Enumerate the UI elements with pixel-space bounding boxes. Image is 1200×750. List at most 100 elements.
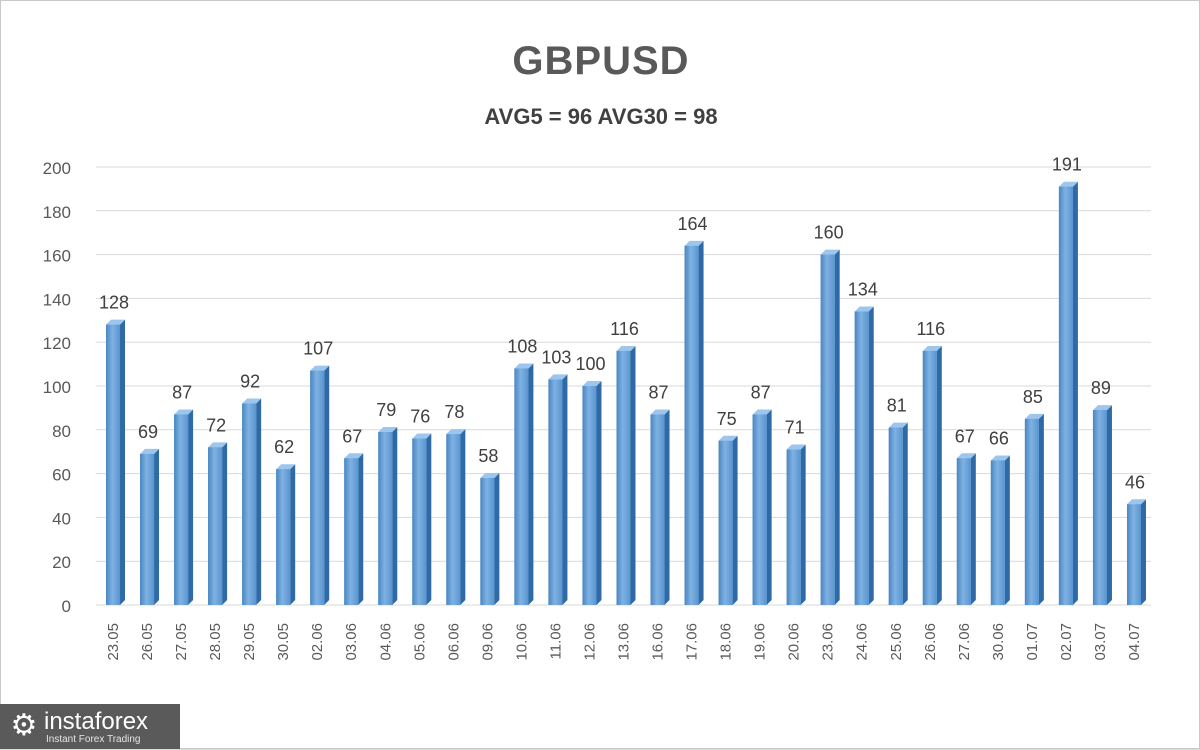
bar bbox=[242, 398, 262, 605]
bar bbox=[548, 374, 568, 605]
data-label: 71 bbox=[785, 418, 805, 438]
y-tick-label: 160 bbox=[43, 247, 71, 266]
x-tick-label: 13.06 bbox=[616, 623, 633, 661]
y-tick-label: 100 bbox=[43, 378, 71, 397]
x-tick-label: 19.06 bbox=[752, 623, 769, 661]
y-tick-label: 180 bbox=[43, 203, 71, 222]
bar bbox=[956, 453, 976, 605]
bar bbox=[106, 319, 126, 605]
data-label: 103 bbox=[541, 347, 571, 367]
data-label: 67 bbox=[955, 426, 975, 446]
data-label: 89 bbox=[1091, 378, 1111, 398]
x-tick-label: 04.06 bbox=[377, 623, 394, 661]
bar bbox=[140, 448, 160, 605]
x-tick-label: 28.05 bbox=[207, 623, 224, 661]
y-tick-label: 60 bbox=[52, 466, 71, 485]
x-tick-label: 30.06 bbox=[990, 623, 1007, 661]
bars bbox=[106, 181, 1146, 605]
bar bbox=[412, 433, 432, 605]
bar bbox=[922, 345, 942, 605]
bar bbox=[684, 240, 704, 605]
chart-subtitle: AVG5 = 96 AVG30 = 98 bbox=[484, 104, 718, 129]
x-tick-label: 03.06 bbox=[343, 623, 360, 661]
bar bbox=[208, 442, 228, 605]
data-label: 58 bbox=[478, 446, 498, 466]
bar bbox=[276, 464, 296, 605]
bar bbox=[310, 365, 330, 605]
x-tick-label: 02.06 bbox=[309, 623, 326, 661]
x-tick-label: 11.06 bbox=[547, 623, 564, 659]
data-label: 81 bbox=[887, 396, 907, 416]
x-tick-label: 24.06 bbox=[854, 623, 871, 661]
data-label: 107 bbox=[303, 339, 333, 359]
x-tick-label: 02.07 bbox=[1058, 623, 1075, 661]
gear-icon: ⚙ bbox=[10, 709, 38, 742]
bar bbox=[174, 409, 194, 605]
data-label: 87 bbox=[751, 382, 771, 402]
bar bbox=[446, 429, 466, 605]
data-label: 75 bbox=[717, 409, 737, 429]
x-tick-label: 27.06 bbox=[956, 623, 973, 661]
bar bbox=[616, 345, 636, 605]
bar bbox=[650, 409, 670, 605]
x-tick-label: 30.05 bbox=[275, 623, 292, 661]
instaforex-logo: ⚙ instaforex Instant Forex Trading bbox=[0, 704, 180, 749]
bar bbox=[1024, 413, 1044, 605]
x-tick-label: 16.06 bbox=[650, 623, 667, 661]
data-label: 128 bbox=[99, 293, 129, 313]
bar bbox=[990, 455, 1010, 605]
x-tick-label: 23.05 bbox=[105, 623, 122, 661]
bar bbox=[786, 444, 806, 605]
y-tick-label: 20 bbox=[52, 553, 71, 572]
x-tick-label: 17.06 bbox=[684, 623, 701, 661]
data-label: 87 bbox=[172, 382, 192, 402]
data-label: 87 bbox=[649, 382, 669, 402]
y-tick-label: 0 bbox=[62, 597, 71, 616]
bar bbox=[1058, 181, 1078, 605]
chart-title: GBPUSD bbox=[512, 39, 690, 83]
bar bbox=[514, 363, 534, 605]
x-tick-label: 23.06 bbox=[820, 623, 837, 661]
data-label: 116 bbox=[610, 319, 639, 339]
y-tick-label: 40 bbox=[52, 509, 71, 528]
bar bbox=[854, 306, 874, 605]
x-tick-label: 10.06 bbox=[513, 623, 530, 661]
x-tick-label: 06.06 bbox=[445, 623, 462, 661]
y-tick-label: 200 bbox=[43, 159, 71, 178]
x-tick-label: 18.06 bbox=[718, 623, 735, 661]
data-label: 134 bbox=[848, 280, 878, 300]
y-tick-label: 140 bbox=[43, 290, 71, 309]
data-label: 164 bbox=[678, 214, 708, 234]
bar bbox=[718, 435, 738, 605]
data-label: 191 bbox=[1052, 155, 1082, 175]
logo-name: instaforex bbox=[44, 708, 149, 735]
data-label: 62 bbox=[274, 437, 294, 457]
x-tick-label: 09.06 bbox=[479, 623, 496, 661]
x-tick-label: 29.05 bbox=[241, 623, 258, 661]
x-tick-label: 03.07 bbox=[1092, 623, 1109, 661]
x-tick-label: 05.06 bbox=[411, 623, 428, 661]
data-label: 67 bbox=[342, 426, 362, 446]
bar bbox=[344, 453, 364, 605]
bar bbox=[1126, 499, 1146, 605]
x-tick-label: 26.05 bbox=[139, 623, 156, 661]
data-label: 46 bbox=[1125, 472, 1145, 492]
data-label: 78 bbox=[444, 402, 464, 422]
x-tick-label: 25.06 bbox=[888, 623, 905, 661]
x-tick-label: 26.06 bbox=[922, 623, 939, 661]
data-label: 116 bbox=[916, 319, 945, 339]
bar bbox=[378, 426, 398, 605]
bar bbox=[820, 249, 840, 605]
y-tick-label: 80 bbox=[52, 422, 71, 441]
x-tick-label: 20.06 bbox=[786, 623, 803, 661]
x-tick-label: 12.06 bbox=[581, 623, 598, 661]
bar bbox=[582, 381, 602, 605]
data-label: 108 bbox=[507, 336, 537, 356]
data-label: 160 bbox=[814, 223, 844, 243]
data-label: 85 bbox=[1023, 387, 1043, 407]
x-tick-label: 01.07 bbox=[1024, 623, 1041, 661]
x-tick-label: 04.07 bbox=[1126, 623, 1143, 661]
bar bbox=[1092, 405, 1112, 605]
